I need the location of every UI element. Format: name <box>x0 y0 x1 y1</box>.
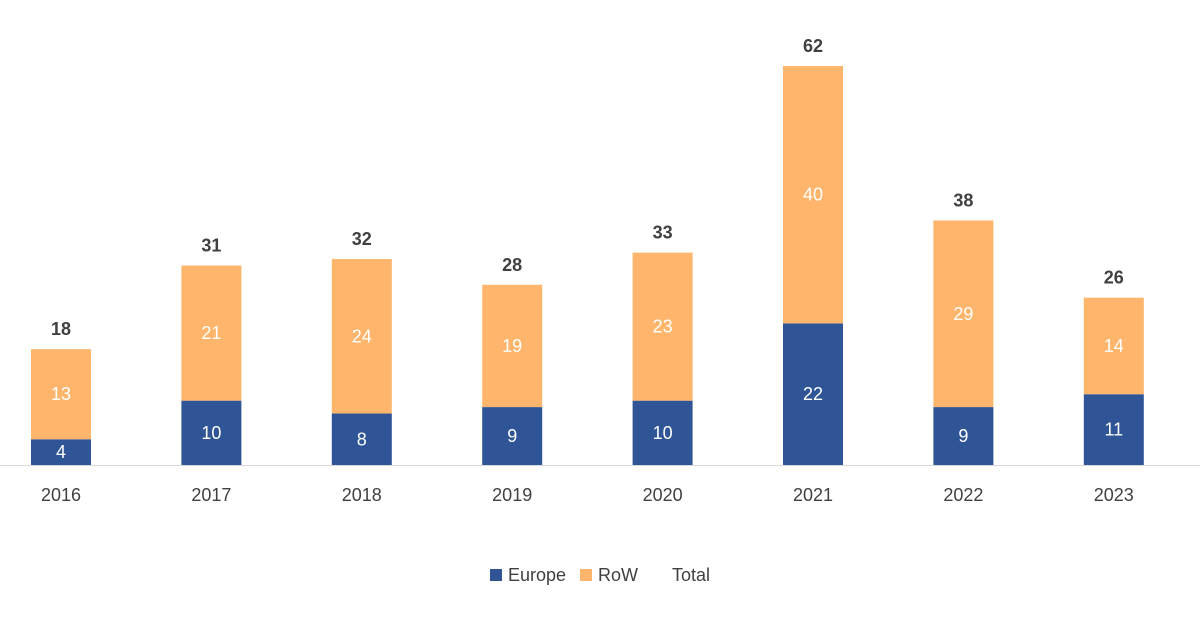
bar-europe-2023 <box>1083 394 1144 465</box>
data-label-europe-2020: 10 <box>653 423 673 443</box>
data-label-europe-2017: 10 <box>201 423 221 443</box>
x-tick-label-2021: 2021 <box>793 485 833 505</box>
x-tick-label-2022: 2022 <box>943 485 983 505</box>
data-label-europe-2018: 8 <box>357 429 367 449</box>
data-label-row-2021: 40 <box>803 185 823 205</box>
x-axis-ticks: 2016 2017 2018 2019 2020 2021 2022 2023 <box>41 485 1134 505</box>
data-label-europe-2016: 4 <box>56 442 66 462</box>
data-label-europe-2021: 22 <box>803 384 823 404</box>
x-tick-label-2017: 2017 <box>191 485 231 505</box>
bar-row-2023 <box>1083 297 1144 395</box>
data-label-europe-2023: 11 <box>1104 420 1123 440</box>
bar-row-2017 <box>181 265 242 401</box>
bar-row-2018 <box>331 259 392 414</box>
bar-row-2016 <box>31 349 91 440</box>
data-label-row-2023: 14 <box>1104 336 1124 356</box>
x-tick-label-2020: 2020 <box>643 485 683 505</box>
bar-europe-2020 <box>632 400 693 465</box>
data-label-total-2023: 26 <box>1104 268 1124 288</box>
data-label-row-2018: 24 <box>352 326 372 346</box>
data-label-total-2018: 32 <box>352 229 372 249</box>
bars-layer: 4 13 18 10 21 31 8 24 32 9 19 28 10 23 33 22 40 62 9 29 38 11… <box>31 36 1144 465</box>
data-label-total-2016: 18 <box>51 319 71 339</box>
bar-row-2022 <box>933 220 994 408</box>
bar-europe-2018 <box>331 413 392 465</box>
legend-label-europe: Europe <box>507 564 566 585</box>
bar-row-2020 <box>632 252 693 401</box>
data-label-total-2021: 62 <box>803 36 823 56</box>
x-tick-label-2019: 2019 <box>492 485 532 505</box>
data-label-total-2022: 38 <box>953 190 973 210</box>
x-tick-label-2023: 2023 <box>1094 485 1134 505</box>
data-label-row-2016: 13 <box>51 384 71 404</box>
legend-label-row: RoW <box>598 564 638 585</box>
data-label-europe-2022: 9 <box>958 426 968 446</box>
legend: Europe RoW Total <box>0 562 1200 588</box>
data-label-europe-2019: 9 <box>507 426 517 446</box>
x-tick-label-2016: 2016 <box>41 485 81 505</box>
bar-row-2019 <box>482 284 543 408</box>
data-label-total-2020: 33 <box>653 223 673 243</box>
data-label-row-2017: 21 <box>201 323 221 343</box>
legend-item-europe: Europe <box>489 564 566 586</box>
legend-swatch-europe <box>489 569 502 581</box>
data-label-total-2017: 31 <box>201 236 221 256</box>
bar-row-2021 <box>783 66 843 324</box>
x-tick-label-2018: 2018 <box>342 485 382 505</box>
legend-item-row: RoW <box>580 565 638 586</box>
legend-item-total: Total <box>672 565 710 586</box>
data-label-total-2019: 28 <box>502 255 522 275</box>
bar-europe-2019 <box>482 407 543 465</box>
bar-europe-2021 <box>783 323 843 465</box>
legend-swatch-row <box>580 569 592 581</box>
bar-europe-2022 <box>933 407 994 465</box>
data-label-row-2020: 23 <box>653 317 673 337</box>
legend-label-total: Total <box>672 564 711 585</box>
data-label-row-2019: 19 <box>502 336 522 356</box>
bar-europe-2016 <box>31 439 91 465</box>
data-label-row-2022: 29 <box>953 304 973 324</box>
bar-europe-2017 <box>181 400 242 465</box>
